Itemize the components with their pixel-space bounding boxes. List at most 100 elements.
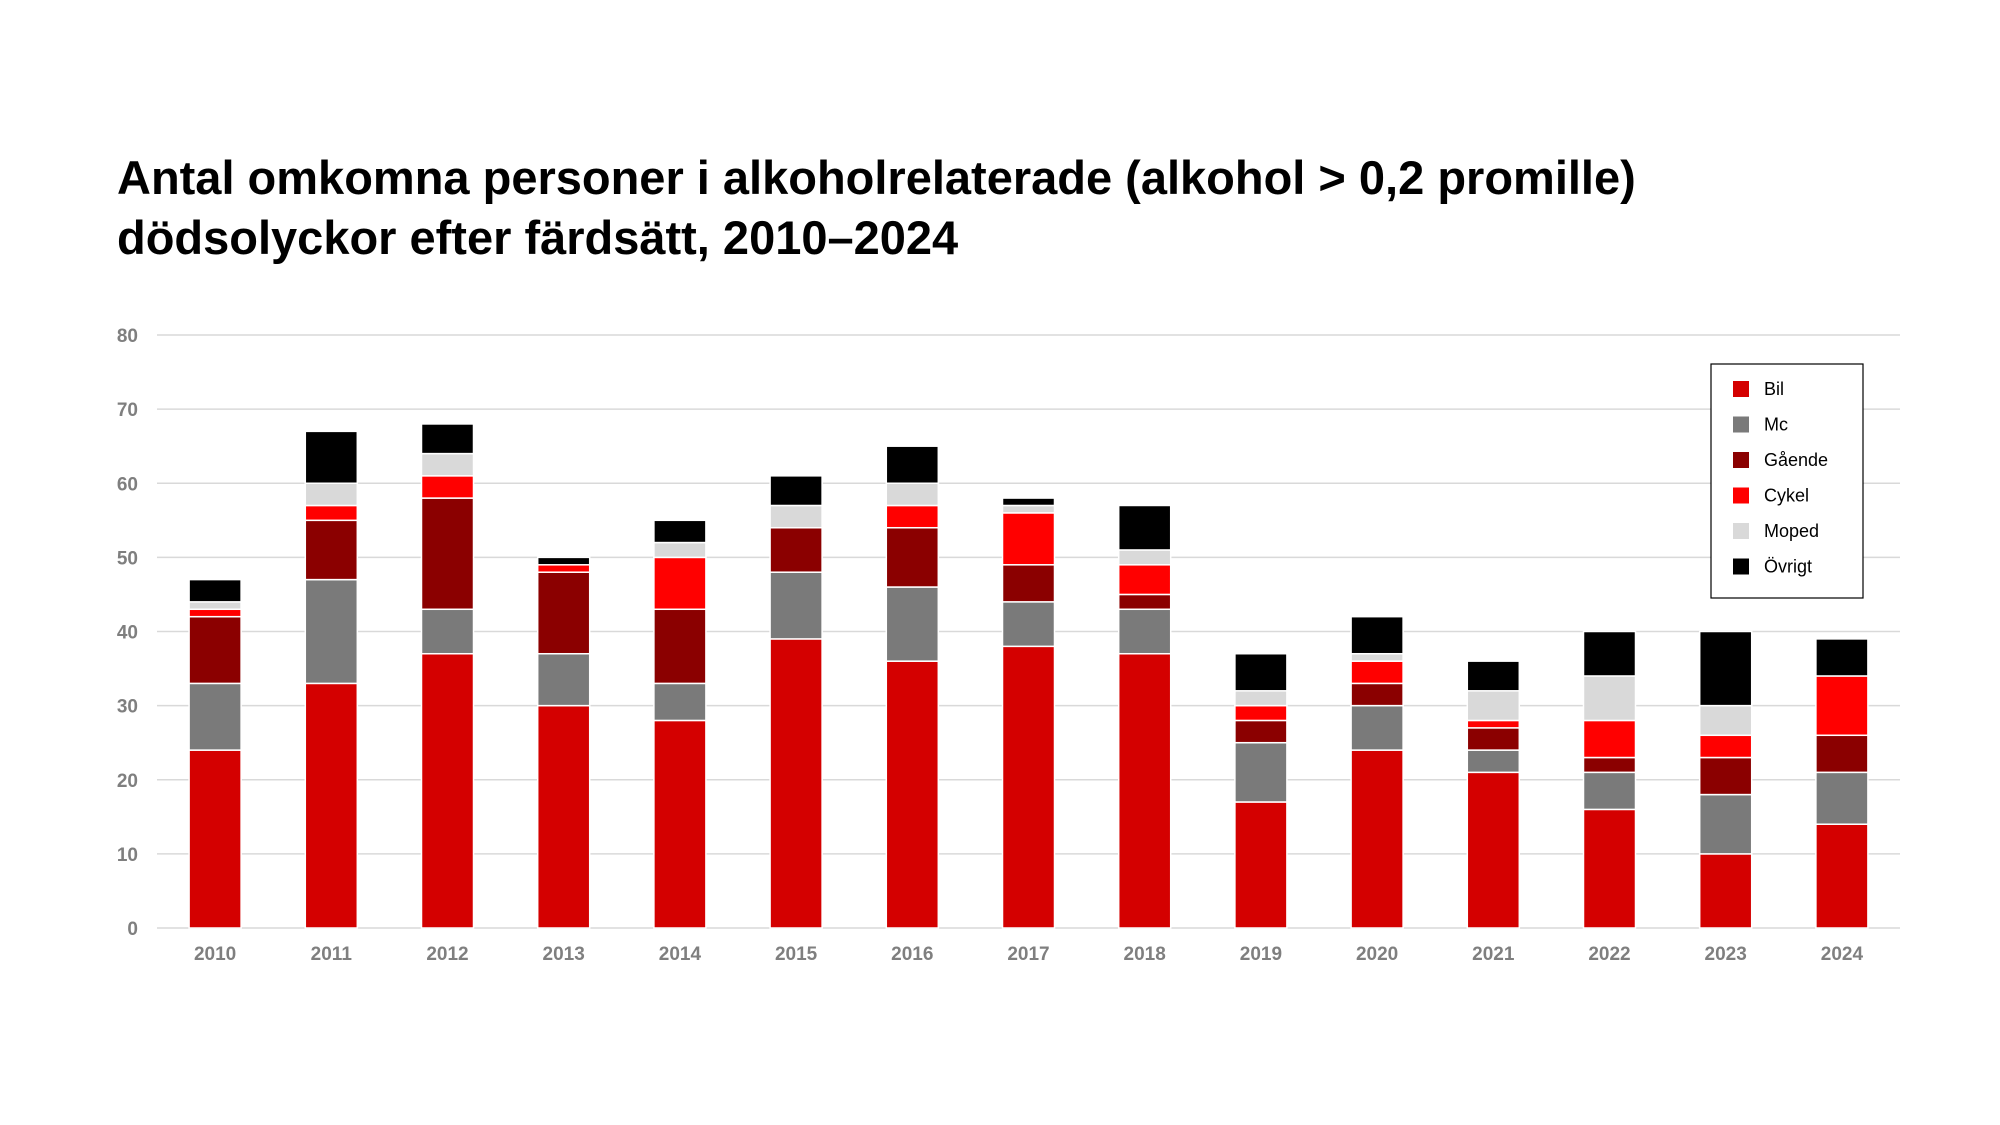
bar-stack-2016 bbox=[885, 445, 940, 929]
y-axis: 0 10 20 30 40 50 60 70 80 bbox=[117, 326, 138, 940]
bar-segment-gående-2015 bbox=[769, 526, 823, 573]
bar-stack-2024 bbox=[1815, 638, 1869, 929]
bar-segment-gående-2014 bbox=[653, 608, 707, 685]
bar-segment-övrigt-2015 bbox=[769, 475, 823, 507]
bar-segment-övrigt-2022 bbox=[1582, 630, 1637, 677]
bar-segment-övrigt-2017 bbox=[1001, 497, 1056, 507]
y-tick-label: 10 bbox=[117, 845, 138, 866]
bar-segment-bil-2024 bbox=[1815, 823, 1869, 929]
legend-swatch bbox=[1733, 416, 1749, 433]
bar-stack-2019 bbox=[1234, 652, 1288, 929]
bar-stack-2013 bbox=[536, 556, 591, 929]
legend-label: Bil bbox=[1764, 379, 1784, 399]
bar-segment-bil-2021 bbox=[1466, 771, 1521, 929]
y-tick-label: 40 bbox=[117, 623, 138, 644]
bar-segment-övrigt-2013 bbox=[536, 556, 591, 566]
legend-item-moped: Moped bbox=[1733, 521, 1819, 541]
legend-swatch bbox=[1733, 381, 1749, 397]
x-tick-label: 2011 bbox=[311, 944, 353, 965]
bar-segment-övrigt-2019 bbox=[1234, 652, 1288, 692]
bar-segment-mc-2010 bbox=[188, 682, 242, 751]
bar-segment-mc-2021 bbox=[1466, 749, 1521, 774]
legend-item-bil: Bil bbox=[1733, 379, 1784, 399]
bar-segment-mc-2024 bbox=[1815, 771, 1869, 825]
bar-segment-mc-2020 bbox=[1350, 704, 1404, 751]
chart-title-line-2: dödsolyckor efter färdsätt, 2010–2024 bbox=[117, 211, 959, 264]
bar-segment-bil-2014 bbox=[653, 719, 707, 929]
bar-segment-mc-2019 bbox=[1234, 741, 1288, 803]
y-tick-label: 70 bbox=[117, 400, 138, 421]
bar-segment-bil-2015 bbox=[769, 638, 823, 929]
bar-segment-moped-2017 bbox=[1001, 504, 1056, 514]
bar-segment-bil-2023 bbox=[1698, 853, 1753, 929]
bar-segment-cykel-2022 bbox=[1582, 719, 1637, 759]
bar-segment-mc-2022 bbox=[1582, 771, 1637, 811]
bar-stack-2012 bbox=[420, 423, 475, 929]
legend-swatch bbox=[1733, 452, 1749, 468]
bar-segment-mc-2015 bbox=[769, 571, 823, 640]
bar-segment-moped-2016 bbox=[885, 482, 940, 507]
bar-segment-gående-2011 bbox=[304, 519, 359, 581]
bar-segment-cykel-2023 bbox=[1698, 734, 1753, 759]
x-tick-label: 2015 bbox=[775, 944, 818, 965]
legend-swatch bbox=[1733, 523, 1749, 539]
bar-segment-cykel-2014 bbox=[653, 556, 707, 611]
x-tick-label: 2016 bbox=[891, 944, 933, 965]
bar-segment-moped-2011 bbox=[304, 482, 359, 507]
bar-stack-2017 bbox=[1001, 497, 1056, 929]
bar-segment-övrigt-2016 bbox=[885, 445, 940, 484]
y-tick-label: 20 bbox=[117, 771, 138, 792]
bar-segment-övrigt-2010 bbox=[188, 578, 242, 603]
y-tick-label: 0 bbox=[127, 919, 138, 940]
y-tick-label: 30 bbox=[117, 697, 138, 718]
bar-segment-mc-2018 bbox=[1117, 608, 1172, 655]
bar-segment-övrigt-2024 bbox=[1815, 638, 1869, 677]
bar-segment-cykel-2016 bbox=[885, 504, 940, 529]
bar-segment-bil-2010 bbox=[188, 749, 242, 929]
legend-swatch bbox=[1733, 487, 1749, 504]
bar-stack-2021 bbox=[1466, 660, 1521, 929]
legend-label: Moped bbox=[1764, 521, 1819, 541]
legend-label: Övrigt bbox=[1764, 557, 1812, 577]
bar-segment-gående-2013 bbox=[536, 571, 591, 655]
bar-stack-2014 bbox=[653, 519, 707, 929]
y-tick-label: 50 bbox=[117, 548, 138, 569]
bar-segment-bil-2012 bbox=[420, 652, 475, 929]
bar-segment-cykel-2017 bbox=[1001, 512, 1056, 566]
bar-stack-2022 bbox=[1582, 630, 1637, 929]
bar-segment-bil-2018 bbox=[1117, 652, 1172, 929]
y-tick-label: 80 bbox=[117, 326, 138, 347]
bar-stack-2015 bbox=[769, 475, 823, 929]
y-tick-label: 60 bbox=[117, 474, 138, 495]
x-tick-label: 2017 bbox=[1007, 944, 1049, 965]
bar-segment-gående-2023 bbox=[1698, 756, 1753, 796]
bar-stack-2010 bbox=[188, 578, 242, 929]
bar-segment-gående-2024 bbox=[1815, 734, 1869, 774]
bar-stack-2011 bbox=[304, 430, 359, 929]
bar-segment-mc-2016 bbox=[885, 586, 940, 662]
bar-segment-mc-2017 bbox=[1001, 601, 1056, 648]
bar-segment-mc-2012 bbox=[420, 608, 475, 655]
bar-segment-bil-2019 bbox=[1234, 801, 1288, 929]
bar-segment-moped-2020 bbox=[1350, 652, 1404, 662]
bar-segment-övrigt-2021 bbox=[1466, 660, 1521, 692]
legend-item-övrigt: Övrigt bbox=[1733, 557, 1812, 577]
bar-segment-gående-2021 bbox=[1466, 727, 1521, 751]
bar-stack-2023 bbox=[1698, 630, 1753, 929]
x-tick-label: 2013 bbox=[543, 944, 585, 965]
bar-segment-övrigt-2011 bbox=[304, 430, 359, 484]
x-tick-label: 2018 bbox=[1124, 944, 1166, 965]
bar-segment-bil-2020 bbox=[1350, 749, 1404, 929]
bar-segment-moped-2023 bbox=[1698, 704, 1753, 737]
bar-segment-cykel-2010 bbox=[188, 608, 242, 618]
bar-segment-bil-2011 bbox=[304, 682, 359, 929]
bar-segment-cykel-2019 bbox=[1234, 704, 1288, 722]
legend-label: Gående bbox=[1764, 450, 1828, 470]
x-axis: 2010 2011 2012 2013 2014 2015 2016 2017 2018 2019… bbox=[194, 944, 1864, 965]
bar-segment-övrigt-2018 bbox=[1117, 504, 1172, 551]
bar-segment-mc-2011 bbox=[304, 578, 359, 685]
bar-segment-bil-2017 bbox=[1001, 645, 1056, 929]
bar-segment-cykel-2024 bbox=[1815, 675, 1869, 737]
bar-segment-gående-2012 bbox=[420, 497, 475, 611]
